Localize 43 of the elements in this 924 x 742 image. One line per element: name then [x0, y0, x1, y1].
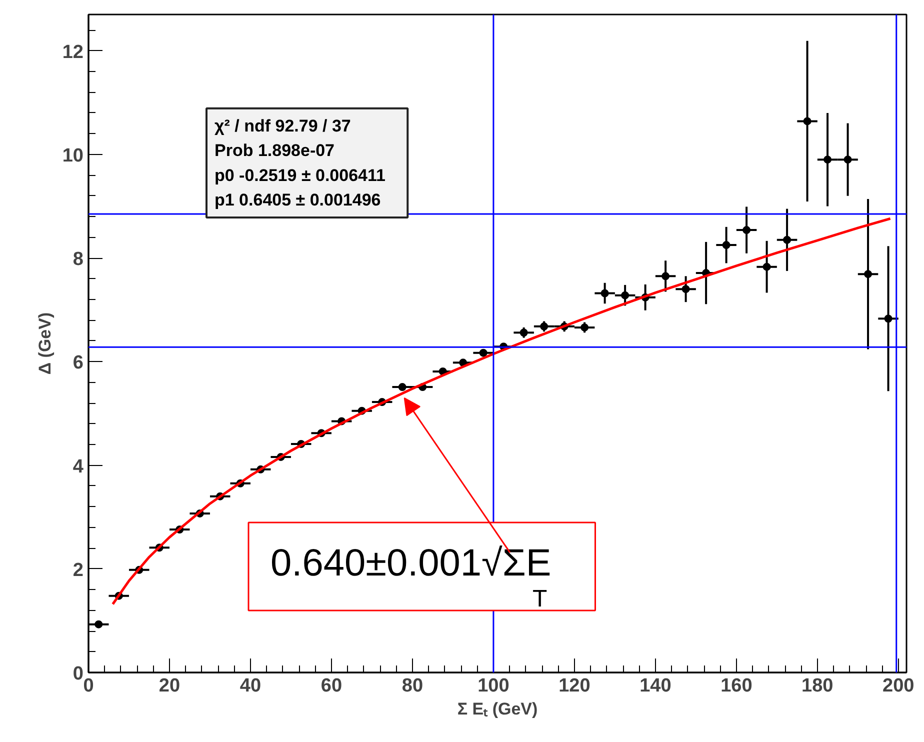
- point: [682, 285, 690, 294]
- point: [864, 270, 872, 278]
- x-tick-label: 180: [802, 676, 834, 696]
- point: [884, 314, 892, 323]
- point: [824, 156, 832, 164]
- line-series: [112, 217, 892, 606]
- x-tick-label: 40: [240, 676, 262, 696]
- y-axis-title: Δ (GeV): [35, 312, 54, 375]
- x-tick-label: 60: [320, 676, 342, 696]
- point: [94, 620, 103, 628]
- point: [398, 383, 406, 392]
- annotation: p1 0.6405 ± 0.001496: [214, 190, 381, 210]
- x-tick-label: 140: [640, 676, 672, 696]
- point: [580, 323, 589, 332]
- annotation: p0 -0.2519 ± 0.006411: [214, 166, 386, 185]
- y-tick-label: 6: [72, 352, 84, 374]
- y-tick-label: 4: [72, 456, 84, 478]
- point: [600, 289, 609, 298]
- x-tick-label: 100: [478, 676, 510, 696]
- point: [722, 241, 730, 250]
- point: [844, 156, 852, 164]
- point: [803, 117, 812, 126]
- point: [520, 328, 528, 337]
- x-tick-label: 80: [402, 676, 424, 696]
- x-tick-label: 160: [720, 676, 752, 696]
- annotation: Prob 1.898e-07: [214, 141, 335, 160]
- x-tick-label: 200: [882, 676, 914, 696]
- point: [540, 322, 548, 330]
- point: [621, 291, 630, 300]
- y-tick-label: 12: [62, 42, 84, 63]
- point: [662, 272, 670, 280]
- annotation: χ² / ndf 92.79 / 37: [214, 116, 351, 136]
- point: [479, 348, 488, 357]
- y-tick-label: 10: [62, 145, 84, 166]
- x-tick-label: 120: [558, 676, 590, 696]
- point: [783, 236, 792, 244]
- x-axis-title: Σ Eₜ (GeV): [457, 700, 538, 718]
- point: [762, 262, 771, 271]
- point: [742, 226, 751, 234]
- y-tick-label: 2: [72, 560, 84, 581]
- y-tick-label: 8: [72, 249, 84, 270]
- x-tick-label: 20: [158, 676, 180, 696]
- annotation: 0.640±0.001√ΣET: [270, 542, 552, 612]
